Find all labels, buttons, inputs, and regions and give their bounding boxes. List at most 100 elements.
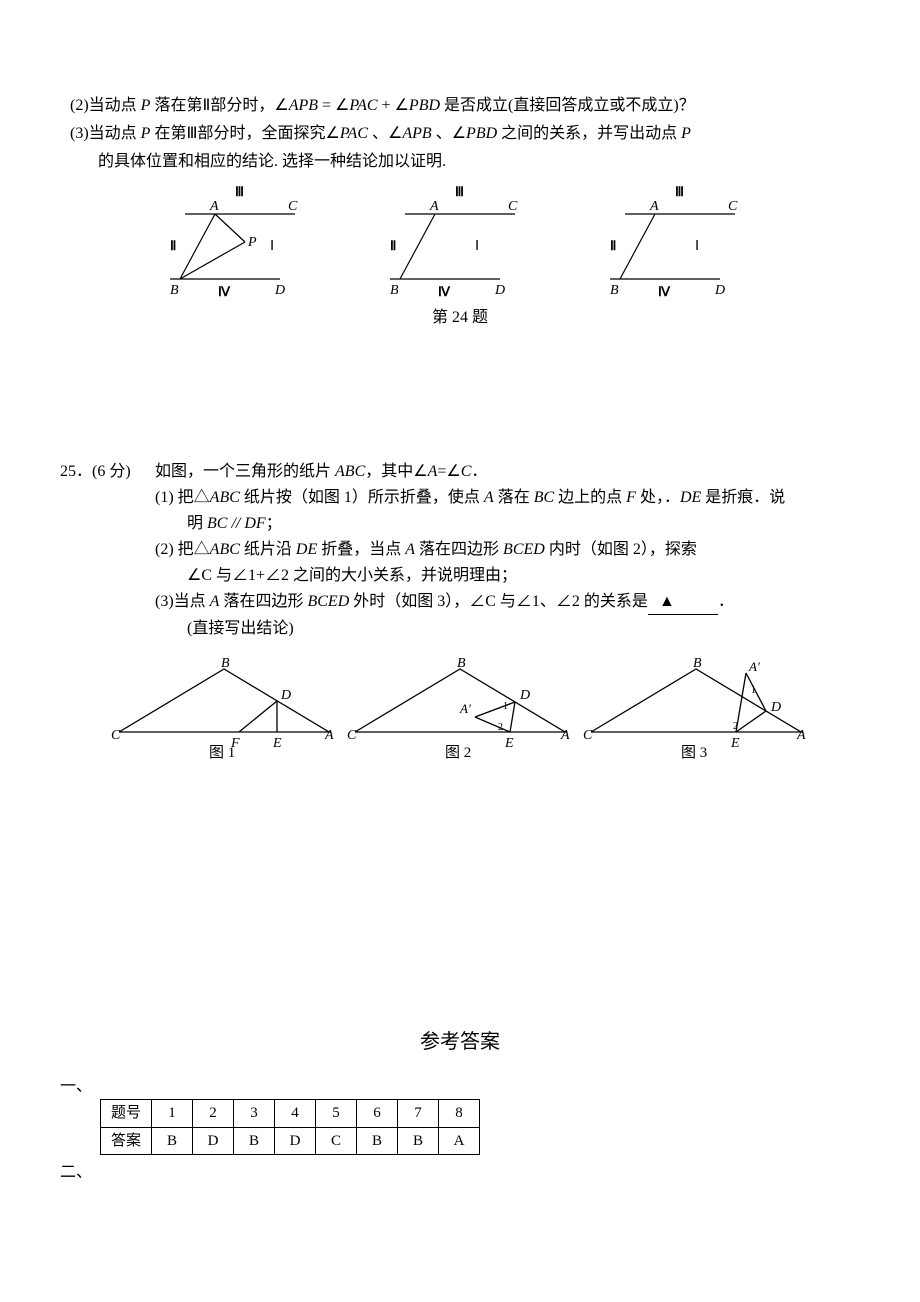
q25-score: (6 分) [92, 463, 131, 480]
s1-A: A [484, 489, 494, 506]
q25-fig1: B C A D E F 图 1 [109, 657, 339, 767]
q24-2-eq: ∠APB = ∠PAC + ∠PBD [274, 97, 440, 114]
s1-l2a: 明 [187, 515, 207, 532]
q24-3-a3: ∠PBD [452, 125, 497, 142]
q24-sub3: (3)当动点 P 在第Ⅲ部分时，全面探究∠PAC 、∠APB 、∠PBD 之间的… [60, 122, 860, 146]
s1-t2: 纸片按（如图 1）所示折叠，使点 [240, 489, 484, 506]
lbl-1: 1 [751, 685, 756, 696]
ans-cell: A [439, 1127, 480, 1155]
section-2-label: 二、 [60, 1161, 860, 1185]
s2-t5: 内时（如图 2），探索 [545, 541, 697, 558]
lbl-III: Ⅲ [235, 184, 244, 199]
q24-2-tb: 落在第Ⅱ部分时， [150, 97, 274, 114]
q24-caption: 第 24 题 [60, 306, 860, 330]
lbl-I: Ⅰ [475, 239, 479, 254]
lbl-IV: Ⅳ [658, 284, 671, 299]
q24-3-a1: ∠PAC [326, 125, 369, 142]
s2-idx: (2) [155, 541, 178, 558]
num-cell: 4 [275, 1100, 316, 1128]
table-row: 答案 B D B D C B B A [101, 1127, 480, 1155]
answer-blank[interactable]: ▲ [648, 590, 718, 615]
ans-cell: B [357, 1127, 398, 1155]
num-cell: 5 [316, 1100, 357, 1128]
q24-3-a2: ∠APB [388, 125, 432, 142]
lbl-D: D [274, 283, 285, 298]
q25-s3-l2: (直接写出结论) [155, 617, 860, 641]
q24-sub2-idx: (2) [70, 97, 89, 114]
s3-t4: ． [718, 593, 734, 610]
lbl-A: A [649, 199, 659, 214]
q24-fig2: A C B D Ⅲ Ⅱ Ⅰ Ⅳ [360, 184, 560, 304]
q25-s1: (1) 把△ABC 纸片按（如图 1）所示折叠，使点 A 落在 BC 边上的点 … [155, 486, 860, 510]
q24-3-s1: 、 [368, 125, 388, 142]
s1-abc: ABC [210, 489, 240, 506]
q25-s3: (3)当点 A 落在四边形 BCED 外时（如图 3），∠C 与∠1、∠2 的关… [155, 590, 860, 615]
lbl-Ap: A′ [748, 659, 760, 674]
lbl-C: C [288, 199, 298, 214]
q25-eqac: ∠A=∠C [413, 463, 471, 480]
q24-3-tc: 之间的关系，并写出动点 [497, 125, 681, 142]
s2-A: A [405, 541, 415, 558]
ans-cell: B [152, 1127, 193, 1155]
num-cell: 8 [439, 1100, 480, 1128]
ans-cell: B [398, 1127, 439, 1155]
s2-t2: 纸片沿 [240, 541, 296, 558]
s1-DE: DE [680, 489, 701, 506]
q24-sub3-line2: 的具体位置和相应的结论. 选择一种结论加以证明. [60, 150, 860, 174]
s1-l2b: ； [266, 515, 282, 532]
q24-3-tb: 在第Ⅲ部分时，全面探究 [150, 125, 325, 142]
s2-t3: 折叠，当点 [317, 541, 405, 558]
lbl-B: B [221, 657, 230, 671]
s2-t4: 落在四边形 [415, 541, 503, 558]
lbl-I: Ⅰ [695, 239, 699, 254]
lbl-B: B [390, 283, 399, 298]
q25-s2: (2) 把△ABC 纸片沿 DE 折叠，当点 A 落在四边形 BCED 内时（如… [155, 538, 860, 562]
q25-ib: ，其中 [365, 463, 413, 480]
ans-cell: B [234, 1127, 275, 1155]
s3-BCED: BCED [307, 593, 349, 610]
lbl-B: B [693, 657, 702, 671]
q24-sub3-idx: (3) [70, 125, 89, 142]
cap3: 图 3 [681, 744, 707, 761]
lbl-D: D [770, 700, 781, 715]
lbl-C: C [508, 199, 518, 214]
lbl-C: C [347, 728, 357, 743]
num-cell: 3 [234, 1100, 275, 1128]
ans-hdr: 答案 [101, 1127, 152, 1155]
s2-BCED: BCED [503, 541, 545, 558]
lbl-B: B [457, 657, 466, 671]
num-cell: 6 [357, 1100, 398, 1128]
lbl-C: C [111, 728, 121, 743]
q24-figures: A C B D P Ⅲ Ⅱ Ⅰ Ⅳ A C B D Ⅲ Ⅱ Ⅰ Ⅳ [60, 184, 860, 304]
q25-intro: 如图，一个三角形的纸片 ABC，其中∠A=∠C． [155, 460, 860, 484]
lbl-2: 2 [498, 722, 503, 733]
lbl-A: A [209, 199, 219, 214]
s2-t1: 把△ [178, 541, 210, 558]
lbl-1: 1 [503, 701, 508, 712]
lbl-B: B [610, 283, 619, 298]
lbl-E: E [730, 736, 740, 751]
q25: 25．(6 分) 如图，一个三角形的纸片 ABC，其中∠A=∠C． (1) 把△… [60, 460, 860, 767]
lbl-III: Ⅲ [455, 184, 464, 199]
ans-cell: C [316, 1127, 357, 1155]
s1-F: F [626, 489, 636, 506]
q24-3-ta: 当动点 [89, 125, 141, 142]
s3-A: A [210, 593, 220, 610]
q25-abc: ABC [335, 463, 365, 480]
lbl-E: E [504, 736, 514, 751]
num-cell: 7 [398, 1100, 439, 1128]
lbl-E: E [272, 736, 282, 751]
answers-table: 题号 1 2 3 4 5 6 7 8 答案 B D B D C B B A [100, 1099, 480, 1155]
lbl-Ap: A′ [459, 701, 471, 716]
ans-cell: D [193, 1127, 234, 1155]
q24-sub2: (2)当动点 P 落在第Ⅱ部分时，∠APB = ∠PAC + ∠PBD 是否成立… [60, 94, 860, 118]
section-1-label: 一、 [60, 1075, 860, 1099]
num-cell: 2 [193, 1100, 234, 1128]
lbl-2: 2 [733, 721, 738, 732]
s2-abc: ABC [210, 541, 240, 558]
q24-3-P: P [141, 125, 151, 142]
s1-BC: BC [534, 489, 554, 506]
num-cell: 1 [152, 1100, 193, 1128]
q24-3-P2: P [681, 125, 691, 142]
lbl-A: A [796, 728, 806, 743]
